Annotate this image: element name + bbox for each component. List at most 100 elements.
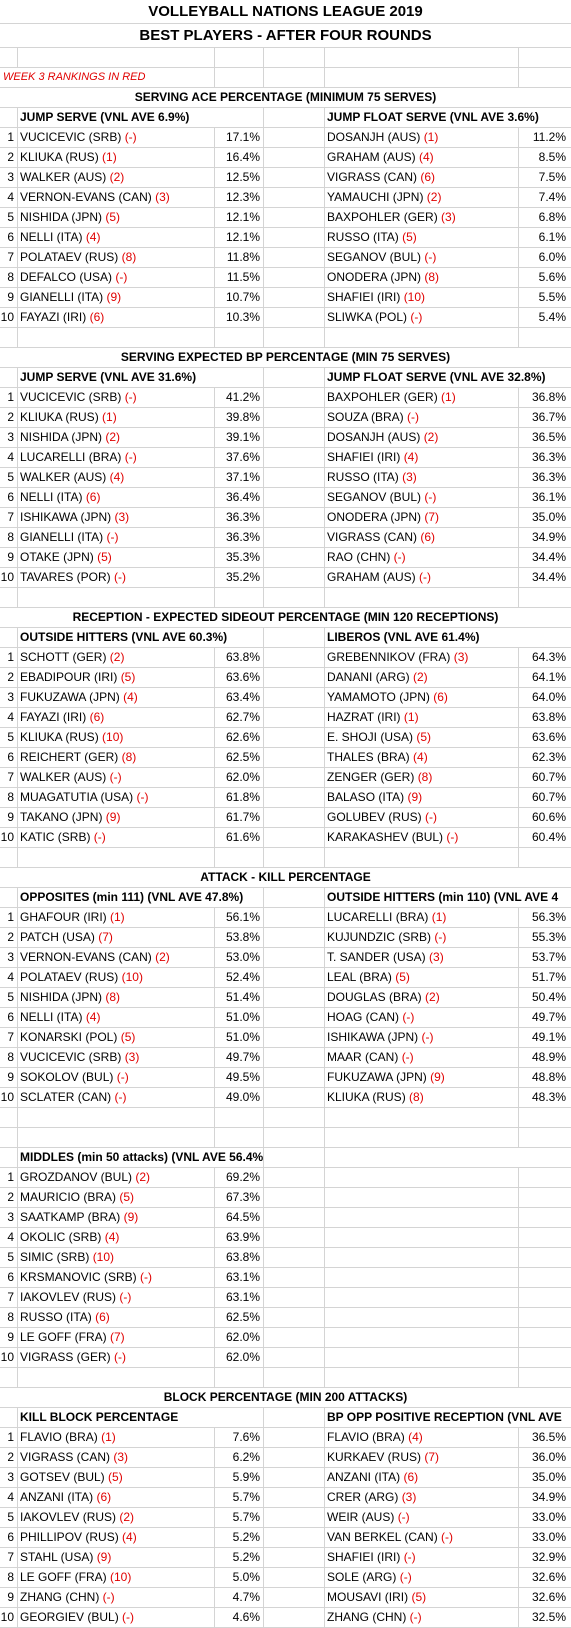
right-value: 32.6% — [531, 1590, 566, 1604]
table-row: 10 VIGRASS (GER) (-) 62.0% — [0, 1348, 571, 1368]
previous-rank: (6) — [89, 710, 105, 724]
right-player: GOLUBEV (RUS) (-) — [325, 808, 519, 827]
player-name: RUSSO (ITA) — [20, 1310, 92, 1324]
right-player: BAXPOHLER (GER) (1) — [325, 388, 519, 407]
player-name: E. SHOJI (USA) — [327, 730, 414, 744]
table-row: 3 FUKUZAWA (JPN) (4) 63.4% YAMAMOTO (JPN) (… — [0, 688, 571, 708]
previous-rank: (2) — [105, 430, 121, 444]
rank-number: 9 — [0, 1068, 18, 1087]
left-player: GHAFOUR (IRI) (1) — [18, 908, 215, 927]
player-name: KLIUKA (RUS) — [327, 1090, 406, 1104]
right-player: ZENGER (GER) (8) — [325, 768, 519, 787]
rank-number: 3 — [0, 1468, 18, 1487]
player-name: WALKER (AUS) — [20, 770, 107, 784]
previous-rank: (6) — [403, 1470, 419, 1484]
player-name: GHAFOUR (IRI) — [20, 910, 107, 924]
left-value: 62.6% — [215, 728, 264, 747]
previous-rank: (3) — [113, 1450, 129, 1464]
right-value: 7.4% — [538, 190, 566, 204]
left-value: 56.1% — [215, 908, 264, 927]
table-row: 8 DEFALCO (USA) (-) 11.5% ONODERA (JPN) (8)… — [0, 268, 571, 288]
previous-rank: (6) — [420, 170, 436, 184]
previous-rank: (-) — [419, 570, 432, 584]
player-name: HAZRAT (IRI) — [327, 710, 401, 724]
table-row: 5 NISHIDA (JPN) (5) 12.1% BAXPOHLER (GER) (… — [0, 208, 571, 228]
previous-rank: (5) — [120, 1030, 136, 1044]
left-value: 51.4% — [215, 988, 264, 1007]
right-player: CRER (ARG) (3) — [325, 1488, 519, 1507]
right-player: ISHIKAWA (JPN) (-) — [325, 1028, 519, 1047]
right-value — [519, 1248, 569, 1267]
right-value — [519, 1228, 569, 1247]
spacer-row — [0, 588, 571, 608]
player-name: ZHANG (CHN) — [327, 1610, 407, 1624]
section-header-row: OUTSIDE HITTERS (VNL AVE 60.3%) LIBEROS (… — [0, 628, 571, 648]
previous-rank: (10) — [102, 730, 124, 744]
previous-rank: (9) — [106, 290, 122, 304]
table-row: 7 STAHL (USA) (9) 5.2% SHAFIEI (IRI) (-) 32.… — [0, 1548, 571, 1568]
previous-rank: (1) — [110, 910, 125, 924]
right-player: LEAL (BRA) (5) — [325, 968, 519, 987]
rank-number: 5 — [0, 988, 18, 1007]
table-row: 1 GHAFOUR (IRI) (1) 56.1% LUCARELLI (BRA) (… — [0, 908, 571, 928]
left-player: STAHL (USA) (9) — [18, 1548, 215, 1567]
left-player: NISHIDA (JPN) (2) — [18, 428, 215, 447]
left-value: 6.2% — [215, 1448, 264, 1467]
right-value: 5.6% — [538, 270, 566, 284]
left-player: VERNON-EVANS (CAN) (3) — [18, 188, 215, 207]
player-name: GIANELLI (ITA) — [20, 530, 104, 544]
table-row: 5 SIMIC (SRB) (10) 63.8% — [0, 1248, 571, 1268]
left-value: 12.1% — [215, 228, 264, 247]
right-player: BAXPOHLER (GER) (3) — [325, 208, 519, 227]
table-row: 9 GIANELLI (ITA) (9) 10.7% SHAFIEI (IRI) (1… — [0, 288, 571, 308]
right-value: 49.7% — [531, 1010, 566, 1024]
left-value: 52.4% — [215, 968, 264, 987]
player-name: VUCICEVIC (SRB) — [20, 1050, 122, 1064]
section-header-row: OPPOSITES (min 111) (VNL AVE 47.8%) OUTSI… — [0, 888, 571, 908]
right-value: 48.9% — [531, 1050, 566, 1064]
left-player: ANZANI (ITA) (6) — [18, 1488, 215, 1507]
previous-rank: (5) — [411, 1590, 427, 1604]
right-player: SEGANOV (BUL) (-) — [325, 488, 519, 507]
left-player: NELLI (ITA) (4) — [18, 1008, 215, 1027]
right-player: E. SHOJI (USA) (5) — [325, 728, 519, 747]
left-value: 63.8% — [215, 1248, 264, 1267]
player-name: VIGRASS (CAN) — [20, 1450, 111, 1464]
left-player: GIANELLI (ITA) (9) — [18, 288, 215, 307]
right-column-header: JUMP FLOAT SERVE (VNL AVE 3.6%) — [327, 110, 539, 124]
table-row: 7 POLATAEV (RUS) (8) 11.8% SEGANOV (BUL) (-… — [0, 248, 571, 268]
left-player: FAYAZI (IRI) (6) — [18, 308, 215, 327]
left-value: 64.5% — [215, 1208, 264, 1227]
previous-rank: (10) — [403, 290, 426, 304]
right-value: 51.7% — [531, 970, 566, 984]
previous-rank: (-) — [425, 810, 438, 824]
left-player: KLIUKA (RUS) (10) — [18, 728, 215, 747]
previous-rank: (-) — [140, 1270, 153, 1284]
left-value: 63.9% — [215, 1228, 264, 1247]
table-row: 8 VUCICEVIC (SRB) (3) 49.7% MAAR (CAN) (-) 4… — [0, 1048, 571, 1068]
left-value: 63.8% — [215, 648, 264, 667]
player-name: GOLUBEV (RUS) — [327, 810, 422, 824]
rank-number: 10 — [0, 828, 18, 847]
spacer-row — [0, 848, 571, 868]
rank-number: 4 — [0, 708, 18, 727]
previous-rank: (10) — [110, 1570, 132, 1584]
left-player: MAURICIO (BRA) (5) — [18, 1188, 215, 1207]
right-player: THALES (BRA) (4) — [325, 748, 519, 767]
right-column-header: BP OPP POSITIVE RECEPTION (VNL AVE — [327, 1410, 562, 1424]
previous-rank: (4) — [104, 1230, 120, 1244]
rank-number: 6 — [0, 1268, 18, 1287]
left-value: 17.1% — [215, 128, 264, 147]
left-column-header: JUMP SERVE (VNL AVE 31.6%) — [18, 368, 264, 387]
player-name: HOAG (CAN) — [327, 1010, 399, 1024]
previous-rank: (10) — [92, 1250, 115, 1264]
table-row: 4 VERNON-EVANS (CAN) (3) 12.3% YAMAUCHI (JP… — [0, 188, 571, 208]
left-value: 62.0% — [215, 768, 264, 787]
right-player: SLIWKA (POL) (-) — [325, 308, 519, 327]
rank-number: 8 — [0, 1568, 18, 1587]
previous-rank: (1) — [441, 390, 456, 404]
player-name: NELLI (ITA) — [20, 490, 83, 504]
player-name: BALASO (ITA) — [327, 790, 405, 804]
left-player: KATIC (SRB) (-) — [18, 828, 215, 847]
